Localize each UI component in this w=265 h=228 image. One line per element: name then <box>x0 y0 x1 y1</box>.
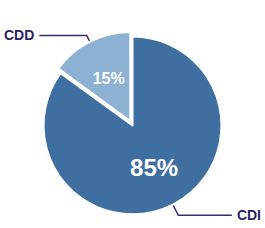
svg-text:CDI: CDI <box>237 207 261 223</box>
svg-text:85%: 85% <box>130 154 178 181</box>
svg-text:CDD: CDD <box>4 27 34 43</box>
svg-text:15%: 15% <box>93 70 125 87</box>
